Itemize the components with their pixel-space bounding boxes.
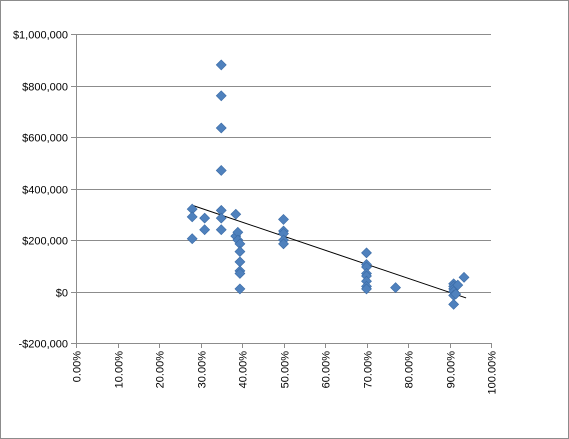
data-point — [186, 211, 198, 223]
data-point — [215, 59, 227, 71]
data-point — [186, 233, 198, 245]
data-point — [199, 212, 211, 224]
data-point — [234, 256, 246, 268]
data-point — [234, 283, 246, 295]
y-tick-label: $0 — [56, 288, 68, 300]
x-tick-label: 60.00% — [321, 351, 333, 389]
data-point — [448, 298, 460, 310]
x-tick-label: 100.00% — [487, 351, 499, 395]
data-point — [199, 224, 211, 236]
y-tick-label: $400,000 — [22, 185, 68, 197]
y-axis-tick-labels: $1,000,000 $800,000 $600,000 $400,000 $200,0… — [13, 30, 68, 351]
x-tick-label: 80.00% — [404, 351, 416, 389]
x-tick-label: 50.00% — [280, 351, 292, 389]
data-point — [458, 271, 470, 283]
data-point — [234, 246, 246, 258]
data-point — [390, 282, 401, 294]
x-tick-label: 40.00% — [238, 351, 250, 389]
x-tick-label: 20.00% — [155, 351, 167, 389]
data-point — [230, 208, 242, 220]
x-tick-label: 90.00% — [446, 351, 458, 389]
data-points — [186, 59, 470, 310]
data-point — [278, 213, 289, 225]
data-point — [215, 122, 227, 134]
y-tick-label: $1,000,000 — [13, 30, 68, 42]
data-point — [361, 247, 372, 259]
y-tick-label: $200,000 — [22, 236, 68, 248]
data-point — [278, 238, 289, 250]
data-point — [215, 212, 227, 224]
data-point — [452, 279, 464, 291]
x-tick-label: 70.00% — [363, 351, 375, 389]
x-tick-label: 10.00% — [114, 351, 126, 389]
x-tick-label: 30.00% — [197, 351, 209, 389]
trendline — [192, 204, 467, 299]
data-point — [215, 165, 227, 176]
y-tick-label: $600,000 — [22, 133, 68, 145]
x-tick-label: 0.00% — [72, 351, 84, 382]
data-point — [450, 288, 462, 300]
y-tick-label: -$200,000 — [18, 339, 68, 351]
data-point — [361, 283, 372, 295]
x-axis-tick-labels: 0.00% 10.00% 20.00% 30.00% 40.00% 50.00% 60.00… — [72, 351, 499, 395]
trendline-line — [192, 204, 467, 299]
axes — [71, 34, 492, 348]
data-point — [215, 90, 227, 102]
gridlines — [76, 34, 491, 344]
y-tick-label: $800,000 — [22, 82, 68, 94]
data-point — [215, 224, 227, 236]
data-point — [234, 268, 246, 279]
